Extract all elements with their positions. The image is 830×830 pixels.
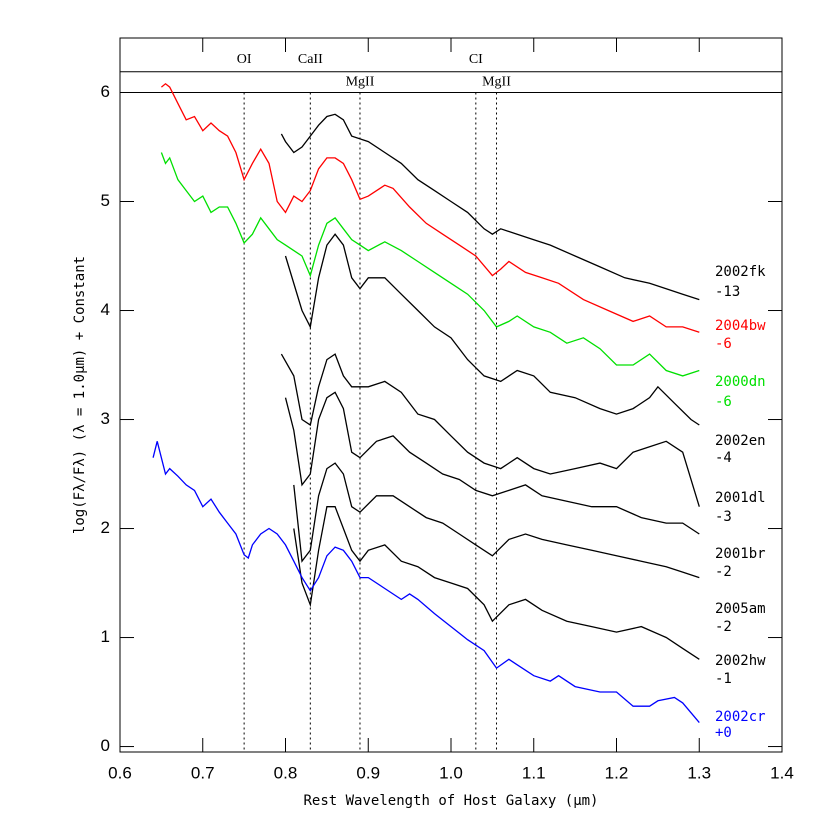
series-name: 2002hw [715,653,766,669]
series-offset: -1 [715,671,732,687]
series-name: 2002fk [715,264,766,280]
series-offset: -6 [715,336,732,352]
spectrum-line [293,506,700,660]
feature-label: MgII [346,74,375,89]
series-name: 2004bw [715,318,766,334]
series-name: 2002en [715,433,766,449]
series-offset: -3 [715,509,732,525]
series-offset: -6 [715,394,732,410]
series-offset: -4 [715,450,732,466]
spectrum-line [152,441,700,724]
y-tick-label: 4 [101,300,110,319]
series-name: 2001dl [715,490,766,506]
series-name: 2002cr [715,709,766,725]
x-tick-label: 1.0 [439,763,463,782]
series-name: 2005am [715,601,766,617]
series-name: 2000dn [715,374,766,390]
feature-label: MgII [482,74,511,89]
y-tick-label: 1 [101,627,110,646]
spectrum-line [280,353,700,507]
y-axis-label: log(Fλ/Fλ) (λ = 1.0μm) + Constant [72,256,88,534]
spectrum-line [280,113,700,301]
y-tick-label: 2 [101,518,110,537]
plot-frame [119,37,783,753]
x-tick-label: 1.2 [605,763,629,782]
series-offset: +0 [715,725,732,741]
feature-label: CI [469,52,483,67]
y-tick-label: 0 [101,736,110,755]
spectrum-line [160,152,700,377]
x-tick-label: 1.1 [522,763,546,782]
y-tick-label: 5 [101,191,110,210]
feature-label: OI [237,52,252,67]
feature-label: CaII [298,52,323,67]
spectrum-line [284,233,700,426]
series-name: 2001br [715,546,766,562]
x-tick-label: 0.6 [108,763,132,782]
y-tick-label: 3 [101,409,110,428]
x-axis-label: Rest Wavelength of Host Galaxy (μm) [303,793,598,809]
x-tick-label: 0.7 [191,763,215,782]
x-tick-label: 1.3 [687,763,711,782]
spectrum-line [293,462,700,579]
x-tick-label: 0.8 [274,763,298,782]
series-offset: -13 [715,284,740,300]
series-offset: -2 [715,619,732,635]
spectrum-line [284,391,700,535]
x-tick-label: 0.9 [356,763,380,782]
spectrum-line [160,82,700,333]
x-tick-label: 1.4 [770,763,794,782]
series-offset: -2 [715,564,732,580]
y-tick-label: 6 [101,82,110,101]
